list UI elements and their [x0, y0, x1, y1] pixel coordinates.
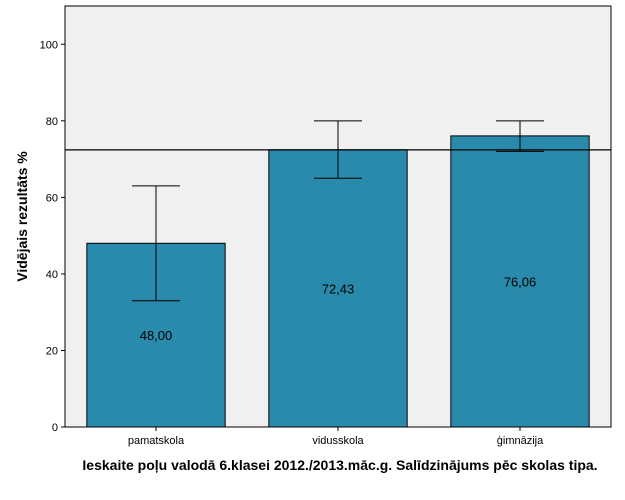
value-label-1: 48,00: [140, 328, 173, 343]
value-label-2: 72,43: [322, 281, 355, 296]
x-tick-label-3: ģimnāzija: [497, 434, 544, 447]
y-ticks-group: 0 20 40 60 80 100: [40, 39, 65, 434]
value-label-3: 76,06: [504, 274, 537, 289]
y-tick-label-4: 60: [46, 192, 58, 204]
value-labels-group: 48,00 72,43 76,06: [140, 274, 537, 343]
y-tick-label-6: 100: [40, 39, 58, 51]
x-tick-label-1: pamatskola: [128, 435, 185, 447]
y-tick-label-1: 0: [52, 422, 58, 434]
x-ticks-group: pamatskola vidusskola ģimnāzija: [128, 427, 544, 447]
y-axis-label: Vidējais rezultāts %: [14, 151, 30, 282]
bar-3: [450, 135, 590, 428]
y-tick-label-3: 40: [46, 269, 58, 281]
x-tick-label-2: vidusskola: [312, 435, 364, 447]
error-bars-group: [132, 120, 544, 302]
chart-caption: Ieskaite poļu valodā 6.klasei 2012./2013…: [82, 457, 597, 473]
y-tick-label-5: 80: [46, 116, 58, 128]
y-tick-label-2: 20: [46, 345, 58, 357]
